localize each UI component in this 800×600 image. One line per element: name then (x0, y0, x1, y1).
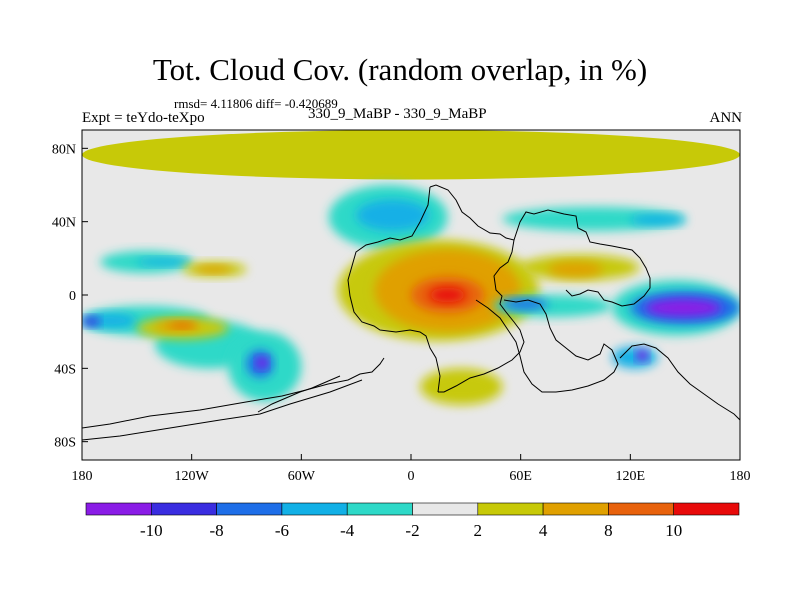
colorbar-swatch (412, 502, 479, 516)
anomaly-region (420, 368, 503, 405)
y-tick-label: 80S (54, 436, 76, 451)
colorbar-label: -4 (340, 521, 355, 540)
colorbar-label: -8 (210, 521, 224, 540)
anomaly-region (612, 346, 658, 369)
colorbar-swatch (477, 502, 544, 516)
coastline-americas (429, 184, 525, 393)
x-tick-label: 180 (730, 469, 751, 484)
case-label: 330_9_MaBP - 330_9_MaBP (308, 106, 487, 122)
colorbar-swatch (346, 502, 413, 516)
colorbar-swatch (216, 502, 283, 516)
anomaly-region (136, 258, 192, 266)
coastline-outline (82, 184, 740, 441)
anomaly-region (548, 262, 603, 277)
y-tick-label: 40S (54, 362, 76, 377)
coastline-eurasia (513, 209, 651, 307)
y-tick-label: 0 (69, 289, 76, 304)
colorbar-label: 4 (539, 521, 548, 540)
x-tick-label: 0 (408, 469, 415, 484)
coastline-america-west (347, 186, 441, 393)
x-tick-label: 120E (616, 469, 646, 484)
coastline-antarctica-inner (82, 379, 363, 441)
colorbar-label: 8 (604, 521, 613, 540)
anomaly-region (82, 130, 740, 180)
colorbar-label: -6 (275, 521, 289, 540)
colorbar-label: 2 (474, 521, 483, 540)
anomaly-region (82, 317, 101, 327)
x-tick-label: 120W (175, 469, 210, 484)
colorbar: -10 -8 -6 -4 -2 2 4 8 10 (85, 502, 740, 540)
x-tick-label: 60E (509, 469, 532, 484)
colorbar-swatch (85, 502, 152, 516)
anomaly-region (429, 287, 466, 303)
y-tick-label: 40N (52, 216, 76, 231)
colorbar-label: 10 (665, 521, 682, 540)
colorbar-swatch (673, 502, 740, 516)
stats-label: rmsd= 4.11806 diff= -0.420689 (174, 96, 338, 111)
anomaly-region (195, 265, 232, 274)
y-tick-label: 80N (52, 142, 76, 157)
x-axis-ticks: 180 120W 60W 0 60E 120E 180 (72, 454, 751, 484)
coastline-africa (475, 299, 619, 393)
anomaly-region (635, 350, 649, 361)
y-axis-ticks: 80N 40N 0 40S 80S (52, 142, 88, 451)
anomaly-region (356, 199, 430, 231)
coastline-australia (619, 343, 740, 421)
anomaly-region (255, 357, 269, 369)
anomaly-region (644, 298, 722, 318)
plot-title: Tot. Cloud Cov. (random overlap, in %) (152, 52, 648, 87)
experiment-label: Expt = teYdo-teXpo (82, 110, 205, 126)
anomaly-region (169, 322, 196, 328)
anomaly-region (630, 214, 686, 226)
colorbar-label: -2 (405, 521, 419, 540)
colorbar-swatch (151, 502, 217, 516)
x-tick-label: 180 (72, 469, 93, 484)
coastline-pacific-islands (257, 375, 341, 413)
season-label: ANN (709, 110, 743, 126)
colorbar-swatch (542, 502, 609, 516)
x-tick-label: 60W (288, 469, 316, 484)
anomaly-region (502, 207, 686, 231)
colorbar-swatch (608, 502, 675, 516)
colorbar-swatch (281, 502, 348, 516)
colorbar-label: -10 (140, 521, 163, 540)
cloud-anomaly-field (82, 130, 740, 405)
